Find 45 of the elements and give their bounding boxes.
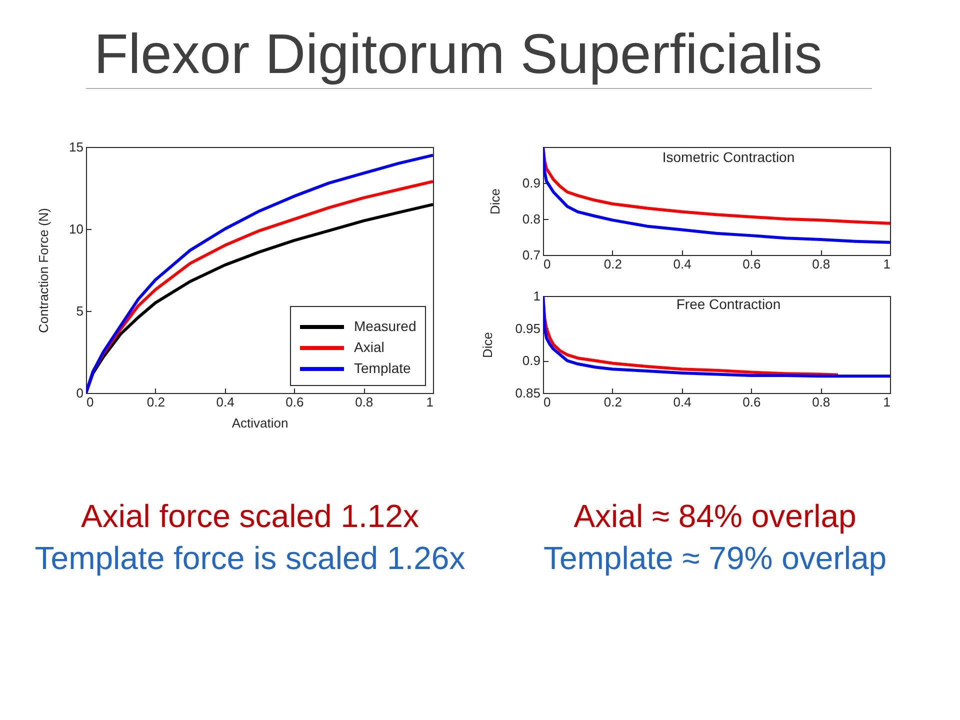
y-axis-title: Dice: [480, 332, 496, 358]
x-tick-label: 0.4: [673, 256, 692, 272]
x-tick-label: 0.2: [146, 394, 165, 410]
x-tick-label: 1: [883, 394, 890, 410]
legend-label: Axial: [354, 339, 384, 355]
y-tick-label: 0.95: [515, 320, 540, 336]
chart-title: Isometric Contraction: [662, 149, 795, 165]
y-tick-label: 15: [69, 140, 84, 154]
y-tick-label: 0.85: [515, 386, 540, 400]
text: Template ≈ 79% overlap: [543, 539, 887, 578]
x-tick-label: 0.4: [216, 394, 234, 410]
line-series: [543, 296, 890, 378]
y-tick-label: 0.9: [522, 353, 540, 368]
y-tick-label: 0.8: [522, 212, 540, 226]
text: Axial force scaled 1.12x: [81, 497, 419, 536]
legend-label: Template: [354, 360, 412, 376]
x-tick-label: 0: [544, 394, 551, 410]
x-tick-label: 0.2: [604, 256, 622, 272]
chart-title: Flexor Digitorum Superficialis: [94, 22, 822, 86]
x-tick-label: 0.6: [742, 394, 761, 410]
chart-title: Free Contraction: [676, 296, 781, 312]
y-tick-label: 0.9: [522, 176, 540, 190]
y-tick-label: 1: [533, 288, 540, 304]
x-tick-label: 0.8: [812, 256, 830, 272]
x-tick-label: 0.4: [673, 394, 692, 410]
x-tick-label: 0.2: [604, 394, 622, 410]
legend-label: Measured: [354, 318, 416, 334]
x-tick-label: 0.6: [742, 256, 761, 272]
y-tick-label: 5: [76, 304, 84, 318]
text: Axial ≈ 84% overlap: [574, 497, 856, 536]
text: Template force is scaled 1.26x: [34, 539, 466, 578]
y-tick-label: 10: [69, 222, 84, 236]
x-tick-label: 0.6: [286, 394, 304, 410]
x-tick-label: 0.8: [812, 394, 830, 410]
y-axis-title: Dice: [487, 188, 502, 215]
x-axis-title: Activation: [232, 416, 288, 430]
x-tick-label: 1: [426, 394, 434, 410]
x-tick-label: 0: [86, 394, 94, 410]
line-series: [543, 147, 890, 244]
x-tick-label: 0.8: [355, 394, 374, 410]
x-tick-label: 0: [544, 256, 551, 272]
line-series: [543, 147, 890, 225]
y-tick-label: 0.7: [522, 248, 540, 262]
x-tick-label: 1: [883, 256, 890, 272]
y-axis-title: Contraction Force (N): [36, 208, 52, 333]
